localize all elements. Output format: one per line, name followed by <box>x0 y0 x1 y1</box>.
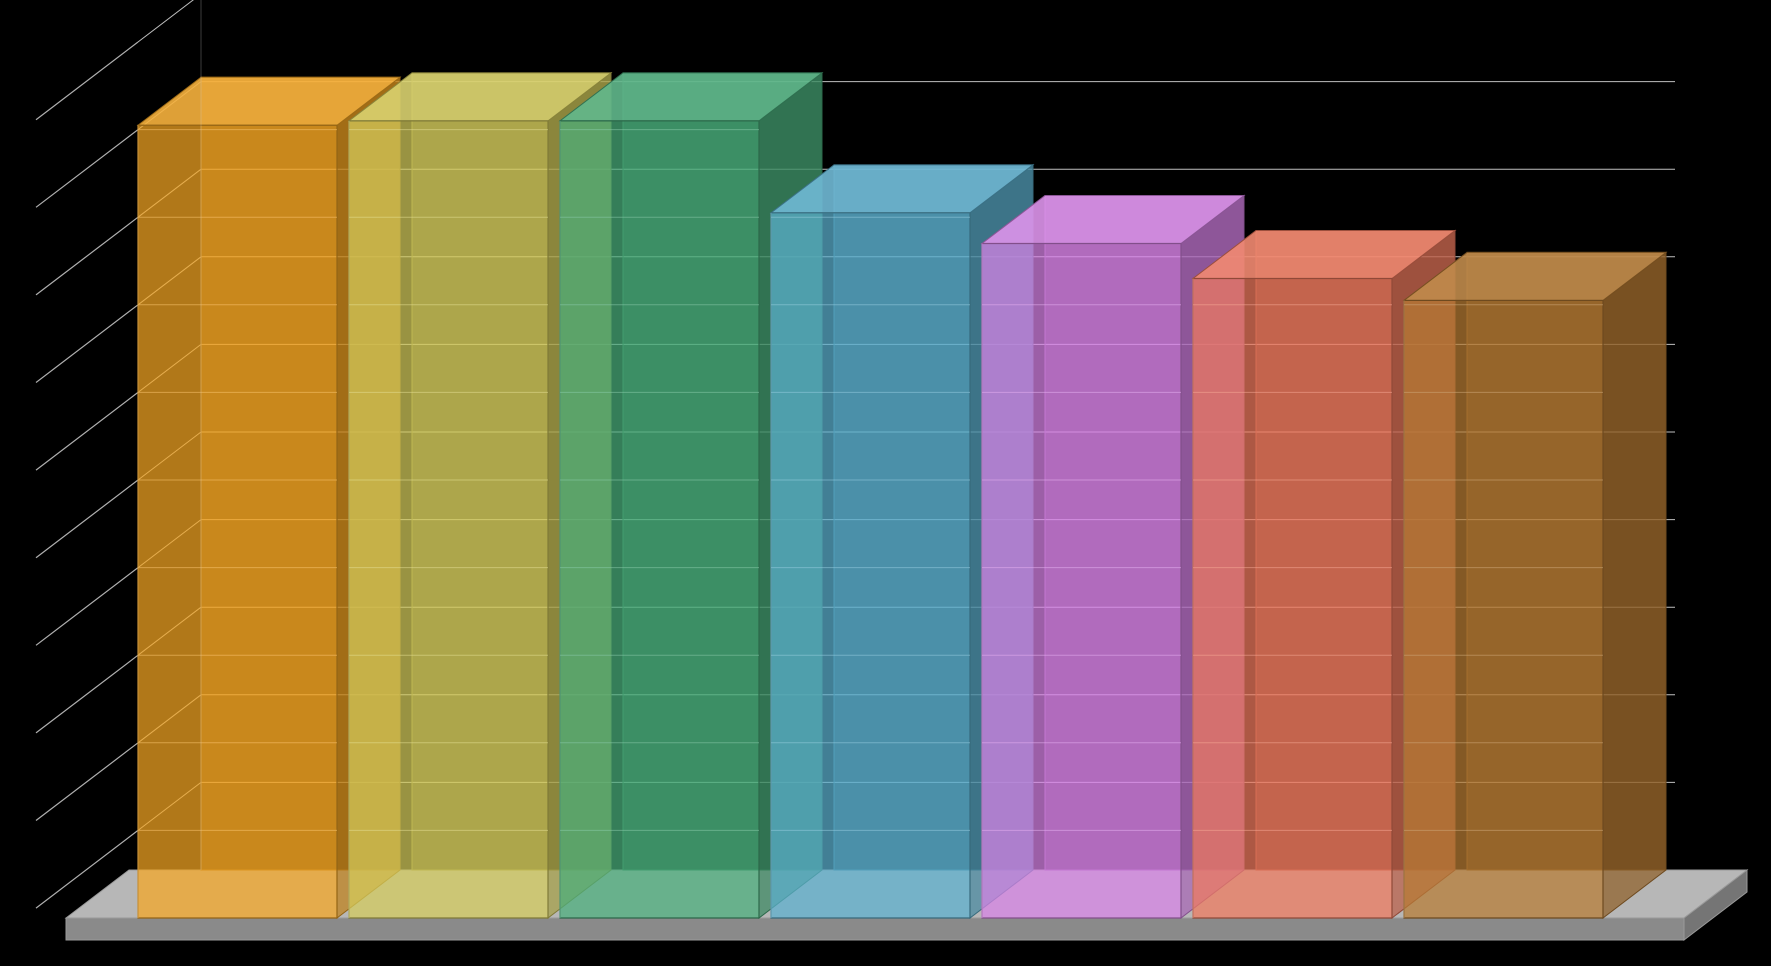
bar-chart-3d <box>0 0 1771 966</box>
bar-7 <box>1404 252 1666 918</box>
